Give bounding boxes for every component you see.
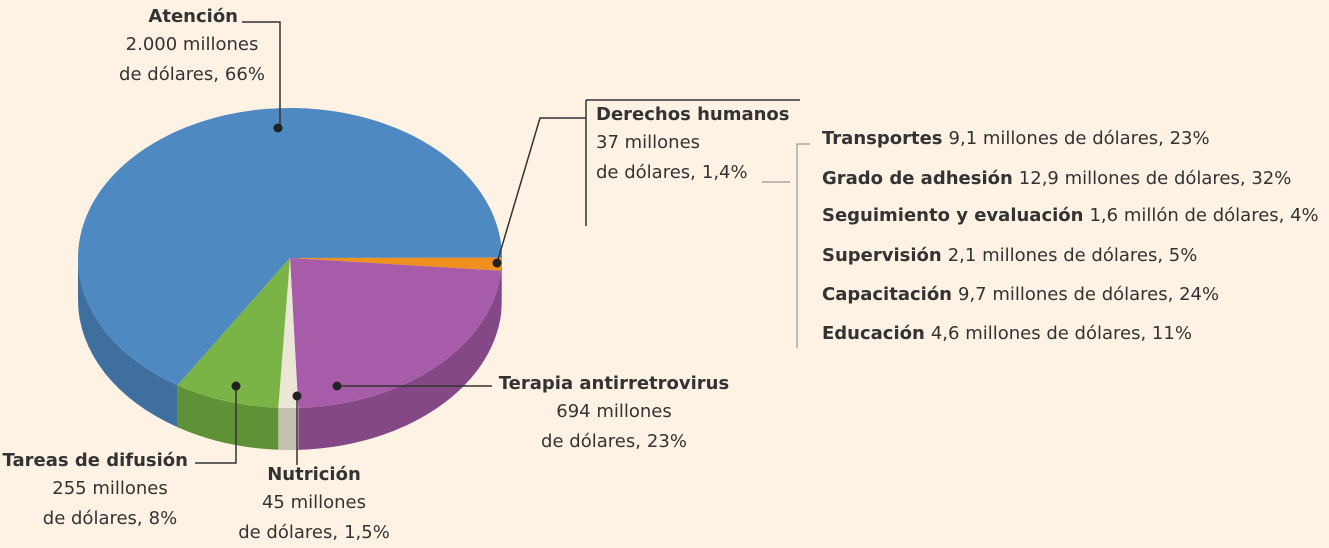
slice <box>78 108 503 386</box>
leader-line <box>242 21 281 128</box>
slice-amount: 2.000 millones <box>126 34 259 55</box>
slice-name: Nutrición <box>267 464 361 485</box>
breakdown-item: Educación 4,6 millones de dólares, 11% <box>822 323 1192 344</box>
slice-percent: 1,5% <box>344 522 390 543</box>
leader-line <box>195 386 237 464</box>
slice-amount: de dólares, 23% <box>541 431 687 452</box>
slice-amount: 37 millones <box>596 132 700 153</box>
breakdown-item: Transportes 9,1 millones de dólares, 23% <box>822 128 1210 149</box>
slice <box>278 258 299 409</box>
breakdown-name: Seguimiento y evaluación <box>822 205 1083 226</box>
bracket <box>796 143 810 348</box>
breakdown-item: Capacitación 9,7 millones de dólares, 24% <box>822 284 1219 305</box>
slice-side <box>278 407 299 451</box>
breakdown-name: Transportes <box>822 128 943 149</box>
slice <box>290 258 502 408</box>
leader-dot <box>273 123 283 133</box>
leader-line <box>496 117 586 264</box>
leader-dot <box>332 381 342 391</box>
slice-amount: de dólares, <box>119 64 219 85</box>
breakdown-name: Grado de adhesión <box>822 168 1013 189</box>
slice-side <box>501 258 502 313</box>
slice-amount: 694 millones <box>556 401 672 422</box>
slice-percent: 8% <box>149 508 178 529</box>
slice-side <box>177 385 279 450</box>
breakdown-name: Capacitación <box>822 284 952 305</box>
slice-amount: de dólares, 8% <box>43 508 177 529</box>
pie <box>78 108 503 451</box>
leader-dot <box>292 391 302 401</box>
slice-amount: de dólares, 66% <box>119 64 265 85</box>
leader-dot <box>492 258 502 268</box>
slice-percent: 23% <box>647 431 687 452</box>
slice-percent: 1,4% <box>702 162 748 183</box>
slice <box>177 258 290 408</box>
slice-amount: 45 millones <box>262 492 366 513</box>
slice <box>290 257 503 271</box>
slice-name: Terapia antirretrovirus <box>499 373 729 394</box>
breakdown-name: Supervisión <box>822 245 942 266</box>
slice-percent: 66% <box>225 64 265 85</box>
slice-amount: de dólares, <box>541 431 641 452</box>
breakdown-name: Educación <box>822 323 925 344</box>
slice-amount: de dólares, 1,4% <box>596 162 748 183</box>
leaders <box>195 21 810 465</box>
slice-name: Derechos humanos <box>596 104 790 125</box>
breakdown-text: 4,6 millones de dólares, 11% <box>931 323 1192 344</box>
leader-dot <box>231 381 241 391</box>
breakdown-text: 9,7 millones de dólares, 24% <box>958 284 1219 305</box>
slice-amount: de dólares, <box>238 522 338 543</box>
slice-amount: de dólares, <box>596 162 696 183</box>
slice-amount: 255 millones <box>52 478 168 499</box>
slice-name: Atención <box>148 6 238 27</box>
breakdown-text: 12,9 millones de dólares, 32% <box>1019 168 1292 189</box>
slice-name: Tareas de difusión <box>3 450 188 471</box>
breakdown-item: Seguimiento y evaluación 1,6 millón de dó… <box>822 205 1319 226</box>
breakdown-text: 2,1 millones de dólares, 5% <box>948 245 1198 266</box>
slice-side <box>78 258 178 428</box>
slice-amount: de dólares, <box>43 508 143 529</box>
labels: Atención 2.000 millones de dólares, 66% Dere… <box>3 6 1319 543</box>
breakdown-text: 9,1 millones de dólares, 23% <box>949 128 1210 149</box>
breakdown-item: Grado de adhesión 12,9 millones de dólare… <box>822 168 1291 189</box>
slice-amount: de dólares, 1,5% <box>238 522 390 543</box>
slice-side <box>298 270 502 450</box>
breakdown-text: 1,6 millón de dólares, 4% <box>1089 205 1318 226</box>
breakdown-item: Supervisión 2,1 millones de dólares, 5% <box>822 245 1197 266</box>
